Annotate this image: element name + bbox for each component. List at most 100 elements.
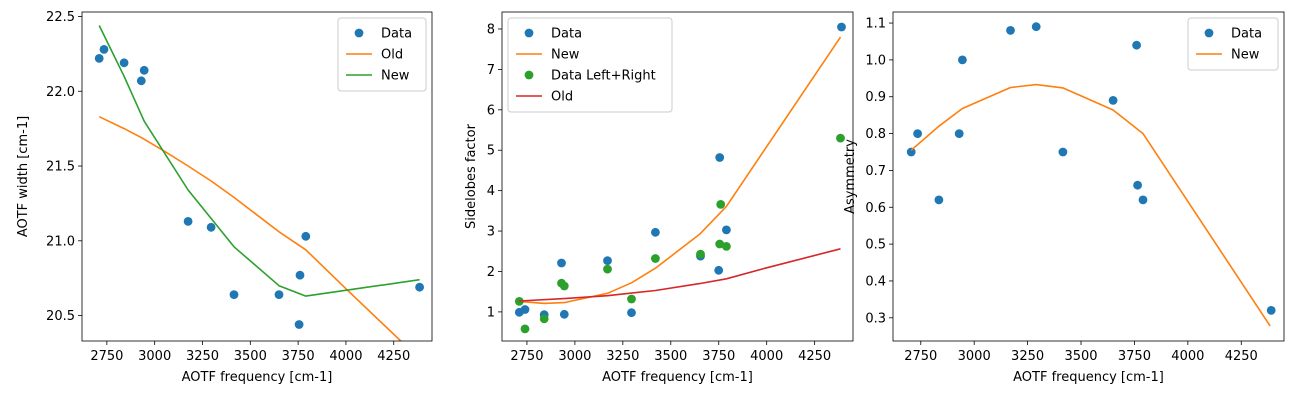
y-tick-label: 0.8 [865, 127, 886, 142]
legend: Data New Data Left+Right Old [507, 17, 673, 113]
x-tick-label: 3250 [1011, 349, 1044, 364]
y-tick-label: 0.7 [865, 164, 886, 179]
legend-marker-swatch [524, 28, 534, 38]
data-point-series-1 [714, 265, 724, 275]
chart-panel-3: 2750 3000 3250 3500 3750 4000 4250 0.3 0.4 0.5 0.6… [843, 11, 1285, 385]
data-point-series-1 [295, 270, 305, 280]
x-axis-label: AOTF frequency [cm-1] [602, 370, 753, 385]
x-tick-label: 3750 [702, 349, 735, 364]
data-point-series-3 [722, 242, 731, 251]
data-point-series-1 [1266, 306, 1276, 315]
y-tick-label: 7 [487, 63, 495, 78]
axes-frame [81, 11, 433, 342]
y-axis-label: Asymmetry [843, 139, 858, 214]
axes-frame [892, 11, 1285, 342]
data-point-series-1 [1006, 26, 1015, 35]
legend-label: Data Left+Right [551, 69, 656, 84]
data-point-series-1 [722, 225, 731, 235]
data-point-series-3 [696, 249, 705, 259]
y-tick-label: 4 [487, 184, 495, 199]
y-tick-label: 22.0 [46, 85, 75, 100]
data-point-series-1 [1132, 40, 1141, 50]
legend-marker-swatch [354, 28, 364, 38]
data-point-series-1 [1138, 195, 1148, 205]
series-line-2 [98, 115, 402, 341]
y-tick-label: 0.5 [865, 238, 886, 253]
series-line-3 [98, 25, 420, 297]
y-tick-label: 0.3 [865, 311, 886, 326]
x-tick-label: 3250 [186, 349, 219, 364]
data-point-series-1 [139, 65, 149, 75]
legend-marker-swatch [524, 70, 534, 80]
y-tick-label: 1.0 [865, 53, 886, 68]
chart-panel-2: 2750 3000 3250 3500 3750 4000 4250 1 2 3 4 5 6 7 8 AOTF… [464, 11, 854, 385]
x-tick-label: 3000 [958, 349, 991, 364]
x-tick-label: 4250 [377, 349, 410, 364]
x-axis-label: AOTF frequency [cm-1] [1013, 370, 1164, 385]
data-point-series-1 [274, 290, 284, 299]
chart-panel-1: 2750 3000 3250 3500 3750 4000 4250 20.5 21.0 21.5… [16, 10, 433, 385]
y-tick-label: 1.1 [865, 17, 886, 32]
x-tick-label: 2750 [510, 349, 543, 364]
data-point-series-1 [229, 290, 239, 299]
plot-area [906, 22, 1276, 327]
plot-area [514, 22, 846, 334]
data-point-series-1 [837, 22, 846, 32]
y-tick-label: 22.5 [46, 10, 75, 25]
y-tick-label: 5 [487, 144, 495, 159]
y-tick-label: 3 [487, 225, 495, 240]
legend-label: Data [551, 27, 582, 42]
x-tick-label: 4000 [750, 349, 783, 364]
legend-label: Old [551, 90, 573, 105]
series-line-4 [519, 248, 841, 302]
legend-label: Data [381, 27, 412, 42]
data-point-series-1 [906, 147, 916, 157]
x-tick-label: 3500 [1064, 349, 1097, 364]
x-axis-label: AOTF frequency [cm-1] [182, 370, 333, 385]
legend-label: New [381, 69, 410, 84]
data-point-series-1 [206, 222, 216, 232]
data-point-series-1 [954, 129, 964, 139]
legend-label: Old [381, 48, 403, 63]
data-point-series-1 [94, 54, 104, 63]
data-point-series-3 [715, 239, 725, 249]
data-point-series-1 [1058, 147, 1068, 157]
x-tick-label: 3000 [558, 349, 591, 364]
x-tick-label: 4000 [1171, 349, 1204, 364]
series-line-2 [519, 36, 842, 305]
y-axis-label: AOTF width [cm-1] [16, 116, 31, 237]
legend-label: New [551, 48, 580, 63]
x-tick-label: 4250 [1225, 349, 1258, 364]
y-tick-label: 21.0 [46, 234, 75, 249]
y-tick-label: 8 [487, 22, 495, 37]
data-point-series-1 [1031, 22, 1041, 32]
axes-frame [501, 11, 854, 342]
x-tick-label: 4000 [329, 349, 362, 364]
data-point-series-1 [99, 45, 109, 54]
data-point-series-3 [836, 133, 845, 143]
data-point-series-1 [557, 258, 566, 268]
legend-label: Data [1231, 27, 1262, 42]
legend-box [507, 17, 673, 113]
legend-marker-swatch [1204, 28, 1214, 38]
data-point-series-1 [183, 217, 193, 226]
y-tick-label: 21.5 [46, 160, 75, 175]
data-point-series-3 [651, 254, 660, 263]
x-tick-label: 2750 [90, 349, 123, 364]
data-point-series-3 [716, 200, 726, 209]
data-point-series-1 [294, 320, 304, 329]
y-tick-label: 1 [487, 305, 495, 320]
series-line-2 [910, 83, 1271, 327]
x-tick-label: 3250 [606, 349, 639, 364]
y-tick-label: 20.5 [46, 309, 75, 324]
data-point-series-3 [514, 297, 524, 306]
data-point-series-1 [559, 309, 569, 319]
legend: Data Old New [337, 17, 427, 92]
x-tick-label: 3750 [1118, 349, 1151, 364]
x-tick-label: 3000 [138, 349, 171, 364]
data-point-series-1 [958, 55, 967, 65]
data-point-series-1 [934, 195, 944, 205]
y-tick-label: 0.6 [865, 201, 886, 216]
x-tick-label: 3750 [282, 349, 315, 364]
